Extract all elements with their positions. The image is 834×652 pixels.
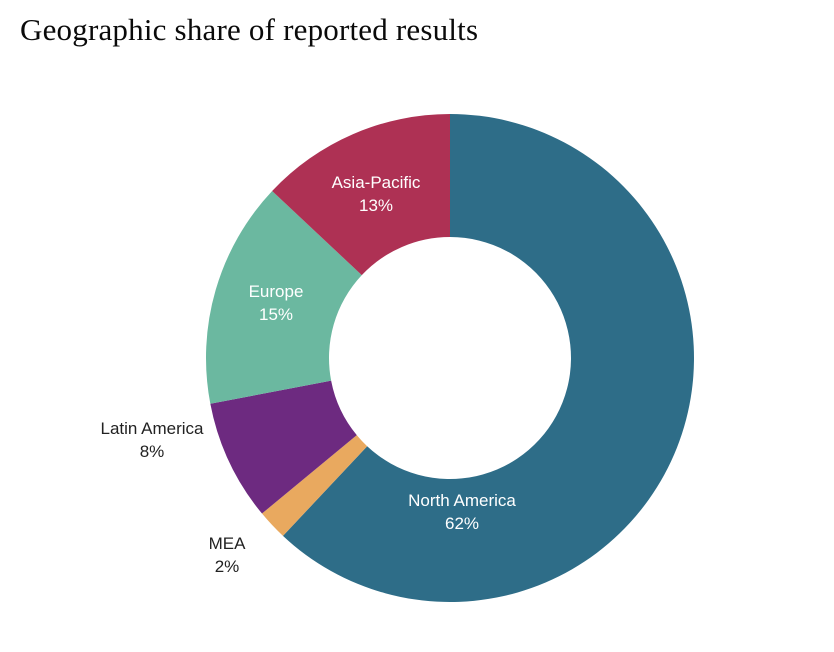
slice-latin-america [210,380,357,514]
slice-label-value: 8% [140,442,165,461]
slice-label-mea: MEA 2% [209,534,247,576]
slice-label-asia-pacific: Asia-Pacific 13% [332,173,421,215]
donut-slices [205,114,694,603]
slice-label-value: 13% [359,196,393,215]
slice-label-value: 2% [215,557,240,576]
slice-label-north-america: North America 62% [408,491,516,533]
slice-label-value: 62% [445,514,479,533]
chart-title: Geographic share of reported results [20,12,479,47]
slice-label-europe: Europe 15% [249,282,304,324]
donut-slice-labels: North America 62% MEA 2% Latin America 8% Euro… [101,173,517,576]
slice-label-name: Europe [249,282,304,301]
slice-label-name: Asia-Pacific [332,173,421,192]
slice-europe [205,190,362,404]
slice-mea [261,435,368,536]
slice-label-name: North America [408,491,516,510]
slice-label-value: 15% [259,305,293,324]
slice-north-america [282,114,694,603]
slice-label-name: Latin America [101,419,205,438]
slice-asia-pacific [272,114,450,276]
slice-label-name: MEA [209,534,247,553]
slice-label-latin-america: Latin America 8% [101,419,205,461]
